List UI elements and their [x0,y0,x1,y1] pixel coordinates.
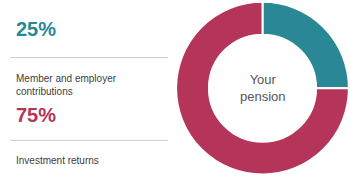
svg-text:Investment returns: Investment returns [16,155,99,166]
svg-text:25%: 25% [16,18,56,40]
svg-text:Yourpension: Yourpension [240,72,286,104]
svg-text:Member and employercontributio: Member and employercontributions [16,73,117,97]
svg-text:75%: 75% [16,104,56,126]
